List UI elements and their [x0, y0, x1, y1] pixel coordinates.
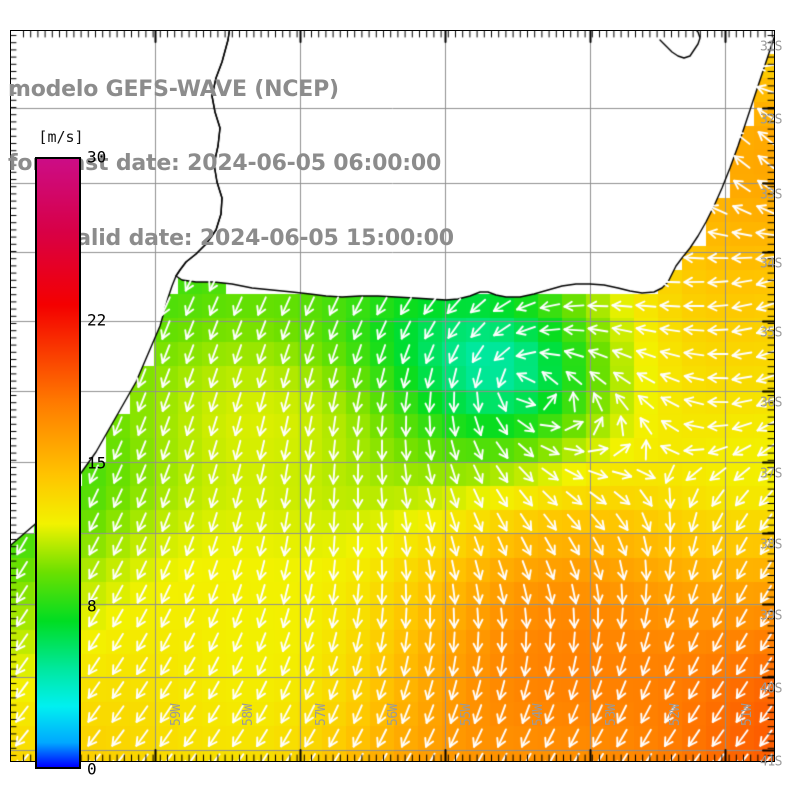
lat-label-39S: 39S	[760, 608, 782, 624]
colorbar-tick-15: 15	[87, 453, 107, 473]
title-forecast-date: forecast date: 2024-06-05 06:00:00	[8, 151, 442, 177]
map-plot-area[interactable]	[10, 30, 775, 762]
lat-label-41S: 41S	[760, 754, 782, 770]
title-valid-date: valid date: 2024-06-05 15:00:00	[62, 225, 454, 251]
colorbar-units-label: [m/s]	[38, 128, 84, 146]
lat-label-38S: 38S	[760, 537, 782, 553]
lat-label-36S: 36S	[760, 395, 782, 411]
wind-field-canvas[interactable]	[11, 31, 774, 761]
lon-label-56W: 56W	[386, 704, 401, 726]
lon-label-54W: 54W	[531, 704, 546, 726]
colorbar-tick-30: 30	[87, 147, 107, 167]
lon-label-58W: 58W	[241, 704, 256, 726]
lon-label-55W: 55W	[459, 704, 474, 726]
lon-label-53W: 53W	[604, 704, 619, 726]
lat-label-34S: 34S	[760, 256, 782, 272]
colorbar-gradient	[35, 157, 81, 769]
colorbar-tick-22: 22	[87, 310, 107, 330]
lat-label-35S: 35S	[760, 325, 782, 341]
lat-label-40S: 40S	[760, 681, 782, 697]
title-model: modelo GEFS-WAVE (NCEP)	[8, 76, 339, 102]
map-title: modelo GEFS-WAVE (NCEP) forecast date: 2…	[8, 28, 508, 301]
lon-label-52W: 52W	[668, 704, 683, 726]
lat-label-31S: 31S	[760, 39, 782, 55]
lat-label-33S: 33S	[760, 187, 782, 203]
lon-label-59W: 59W	[169, 704, 184, 726]
lat-label-32S: 32S	[760, 112, 782, 128]
lon-label-51W: 51W	[740, 704, 755, 726]
lat-label-37S: 37S	[760, 466, 782, 482]
colorbar-tick-8: 8	[87, 596, 97, 616]
colorbar-tick-0: 0	[87, 759, 97, 779]
lon-label-57W: 57W	[314, 704, 329, 726]
